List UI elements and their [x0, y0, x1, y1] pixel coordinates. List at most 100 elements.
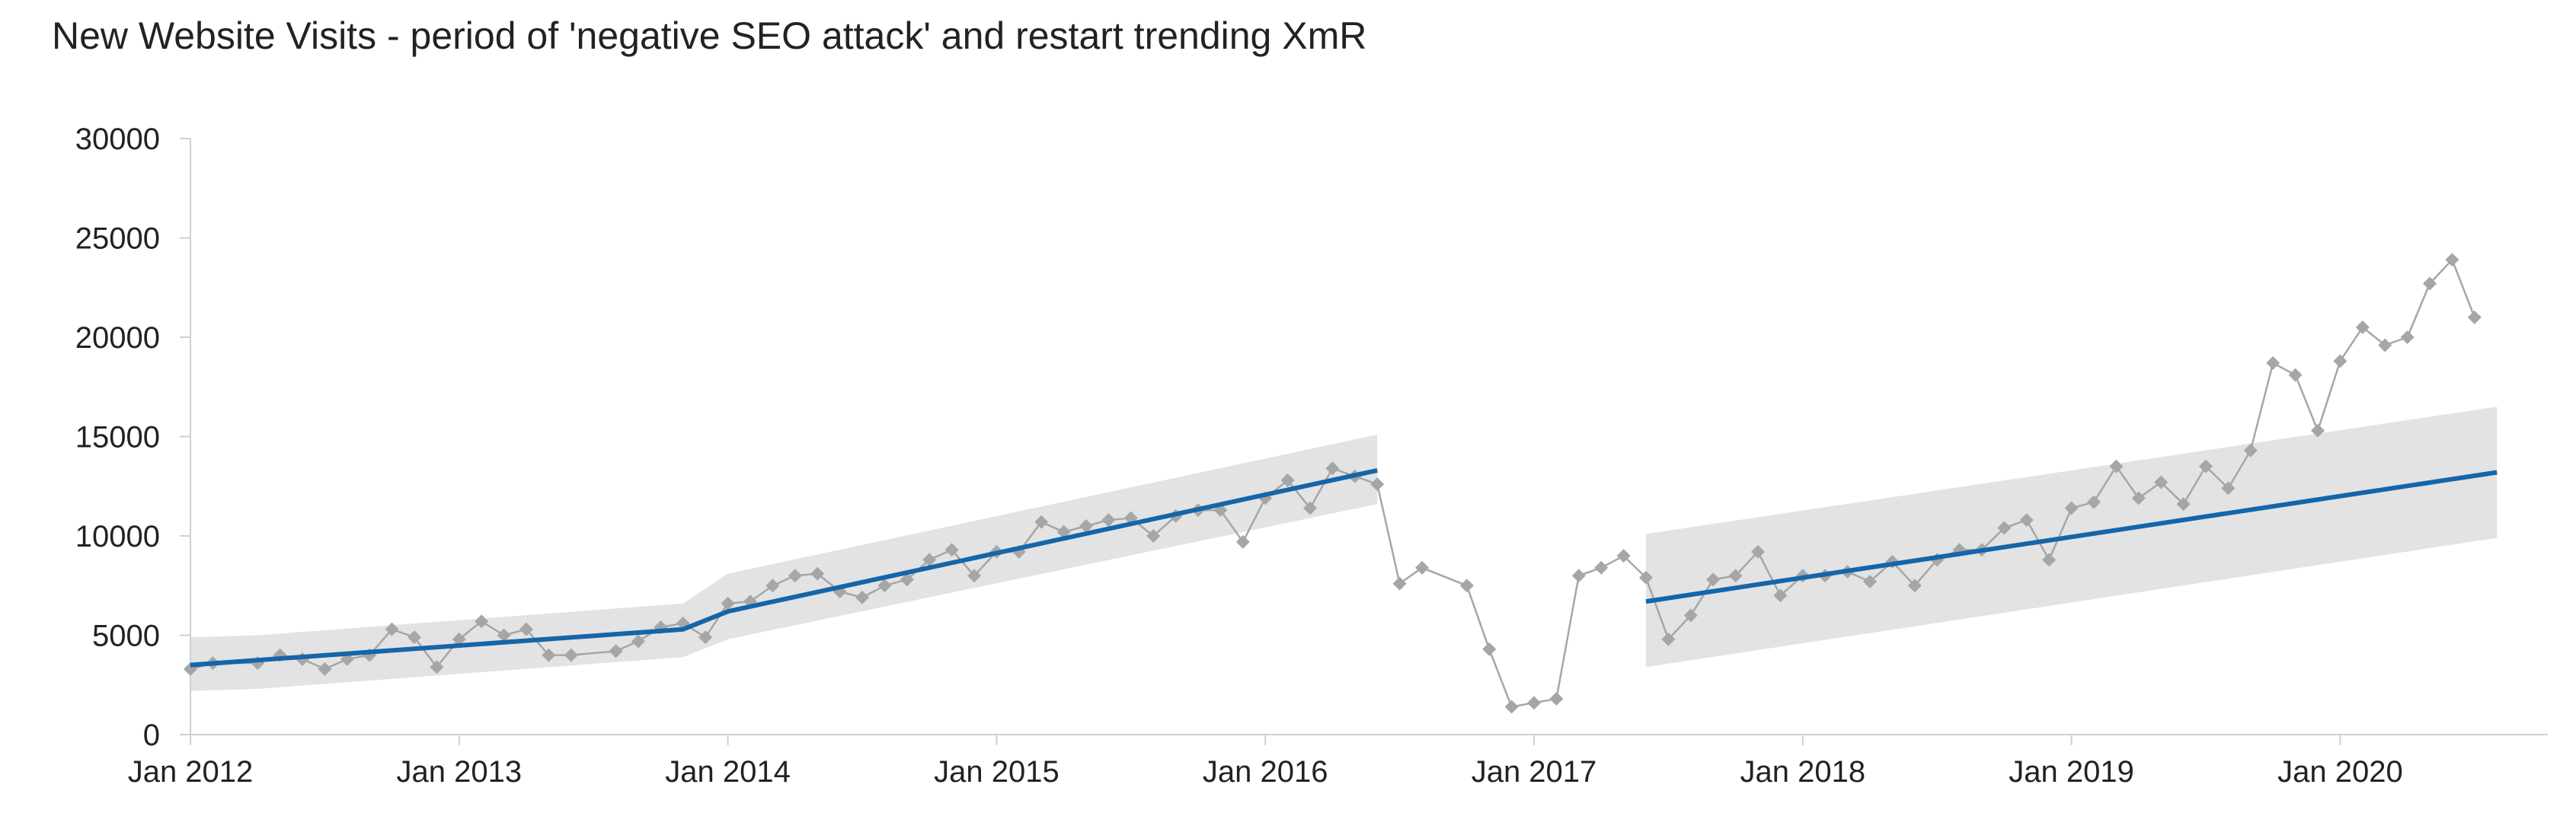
data-point-marker	[2288, 368, 2303, 382]
data-point-marker	[1863, 575, 1877, 589]
data-point-marker	[922, 553, 937, 567]
data-point-marker	[385, 622, 399, 636]
trend-1-line	[190, 467, 1378, 668]
data-point-marker	[2221, 481, 2236, 496]
data-point-marker	[1056, 525, 1071, 539]
data-point-marker	[1706, 572, 1721, 587]
data-point-marker	[1997, 521, 2012, 535]
axes	[180, 138, 2548, 745]
data-point-marker	[2467, 310, 2482, 324]
visits-line	[190, 257, 2475, 708]
data-point-marker	[1773, 588, 1788, 603]
data-point-marker	[631, 634, 645, 649]
data-point-marker	[1661, 632, 1676, 646]
data-point-marker	[564, 648, 578, 662]
data-point-marker	[1482, 642, 1497, 656]
data-point-marker	[1370, 477, 1385, 492]
data-point-marker	[1527, 696, 1541, 710]
control-band-1	[190, 434, 1378, 691]
trend-2-line	[1645, 470, 2498, 604]
data-point-marker	[2311, 423, 2325, 438]
data-point-marker	[430, 660, 444, 674]
data-point-marker	[1616, 549, 1631, 563]
trend-lines	[190, 467, 2498, 668]
x-tick-label: Jan 2013	[397, 755, 523, 789]
x-tick-label: Jan 2012	[128, 755, 254, 789]
data-point-marker	[497, 628, 511, 642]
data-point-marker	[542, 648, 556, 662]
data-point-marker	[2423, 276, 2437, 291]
y-tick-label: 15000	[75, 421, 160, 454]
data-point-marker	[877, 579, 892, 593]
x-tick-label: Jan 2019	[2009, 755, 2134, 789]
data-point-marker	[2131, 491, 2146, 505]
data-point-marker	[1907, 579, 1922, 593]
y-tick-label: 25000	[75, 222, 160, 256]
y-tick-label: 10000	[75, 520, 160, 553]
data-point-marker	[452, 632, 466, 646]
data-point-marker	[2176, 497, 2191, 512]
data-point-marker	[2042, 553, 2057, 567]
data-point-marker	[2019, 513, 2034, 528]
x-tick-label: Jan 2017	[1472, 755, 1597, 789]
data-point-marker	[1459, 579, 1474, 593]
data-point-marker	[788, 569, 802, 583]
y-tick-label: 5000	[92, 620, 160, 653]
data-point-marker	[519, 622, 533, 636]
data-point-marker	[1683, 608, 1698, 623]
data-point-marker	[1034, 515, 1049, 529]
y-tick-label: 30000	[75, 123, 160, 156]
data-point-marker	[475, 614, 489, 629]
data-point-marker	[1504, 700, 1519, 714]
x-tick-label: Jan 2015	[934, 755, 1059, 789]
data-point-marker	[1325, 461, 1340, 476]
data-point-marker	[2109, 459, 2124, 473]
x-tick-label: Jan 2018	[1740, 755, 1866, 789]
data-point-marker	[1639, 570, 1653, 585]
data-point-marker	[2445, 253, 2459, 267]
y-tick-label: 20000	[75, 321, 160, 355]
tick-labels: 0 5000 10000 15000 20000 25000 30000 Jan 2012 Ja…	[75, 123, 2403, 789]
data-point-marker	[2400, 330, 2415, 344]
data-point-marker	[407, 630, 421, 645]
data-point-marker	[1101, 513, 1116, 528]
data-point-marker	[1280, 473, 1295, 487]
data-point-marker	[810, 566, 825, 581]
data-point-marker	[1079, 518, 1093, 533]
chart-title: New Website Visits - period of 'negative…	[52, 14, 1367, 57]
data-point-marker	[1303, 501, 1317, 515]
data-point-marker	[900, 572, 914, 587]
data-point-marker	[765, 579, 780, 593]
data-point-marker	[1235, 534, 1250, 549]
x-tick-label: Jan 2014	[665, 755, 791, 789]
data-point-marker	[318, 662, 332, 676]
data-point-marker	[1751, 544, 1765, 559]
data-point-marker	[2064, 501, 2079, 515]
x-tick-label: Jan 2020	[2277, 755, 2403, 789]
data-point-marker	[1415, 560, 1429, 575]
data-point-marker	[2355, 320, 2370, 334]
data-point-marker	[1146, 529, 1161, 543]
data-point-marker	[2154, 475, 2169, 489]
data-point-marker	[1571, 569, 1586, 583]
data-point-marker	[1594, 560, 1609, 575]
data-point-marker	[2266, 356, 2280, 370]
control-limit-bands	[190, 407, 2498, 691]
data-point-marker	[855, 590, 869, 604]
data-point-marker	[721, 596, 735, 611]
data-point-marker	[1549, 692, 1564, 706]
x-tick-label: Jan 2016	[1203, 755, 1328, 789]
data-point-marker	[2087, 495, 2101, 509]
data-point-marker	[2199, 459, 2213, 473]
data-point-marker	[967, 569, 981, 583]
data-point-marker	[1728, 569, 1743, 583]
data-point-marker	[609, 644, 623, 658]
y-tick-label: 0	[143, 719, 160, 752]
data-point-marker	[944, 543, 959, 557]
data-point-marker	[2378, 338, 2392, 352]
data-point-marker	[2243, 443, 2258, 458]
data-point-marker	[698, 630, 713, 645]
data-point-marker	[1392, 576, 1407, 591]
data-point-marker	[2333, 354, 2347, 368]
